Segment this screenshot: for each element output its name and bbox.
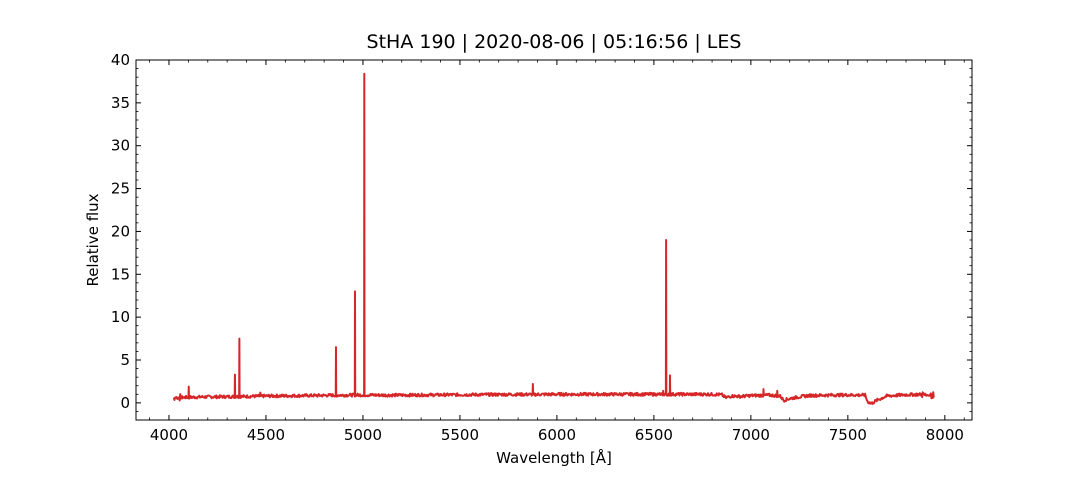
x-tick-label: 4000 — [150, 426, 188, 444]
y-tick-label: 35 — [111, 94, 130, 112]
y-tick-label: 15 — [111, 265, 130, 283]
y-tick-label: 25 — [111, 180, 130, 198]
x-tick-label: 6000 — [538, 426, 576, 444]
plot-area — [172, 72, 935, 405]
axis-ticks: 4000 4500 5000 5500 6000 6500 7000 7500 8000 0 5 10… — [111, 51, 972, 444]
x-tick-label: 6500 — [635, 426, 673, 444]
x-tick-label: 4500 — [247, 426, 285, 444]
y-tick-label: 40 — [111, 51, 130, 69]
y-tick-label: 10 — [111, 308, 130, 326]
chart-title: StHA 190 | 2020-08-06 | 05:16:56 | LES — [367, 31, 742, 53]
y-tick-label: 30 — [111, 137, 130, 155]
x-axis-label: Wavelength [Å] — [496, 448, 612, 467]
x-tick-label: 8000 — [926, 426, 964, 444]
plot-frame — [135, 59, 973, 421]
x-tick-label: 5500 — [441, 426, 479, 444]
x-tick-label: 7500 — [829, 426, 867, 444]
spectrum-line — [172, 72, 935, 405]
y-axis-label: Relative flux — [84, 193, 102, 286]
y-tick-label: 5 — [120, 351, 130, 369]
y-tick-label: 0 — [120, 394, 130, 412]
x-tick-label: 5000 — [344, 426, 382, 444]
x-tick-label: 7000 — [732, 426, 770, 444]
y-tick-label: 20 — [111, 222, 130, 240]
